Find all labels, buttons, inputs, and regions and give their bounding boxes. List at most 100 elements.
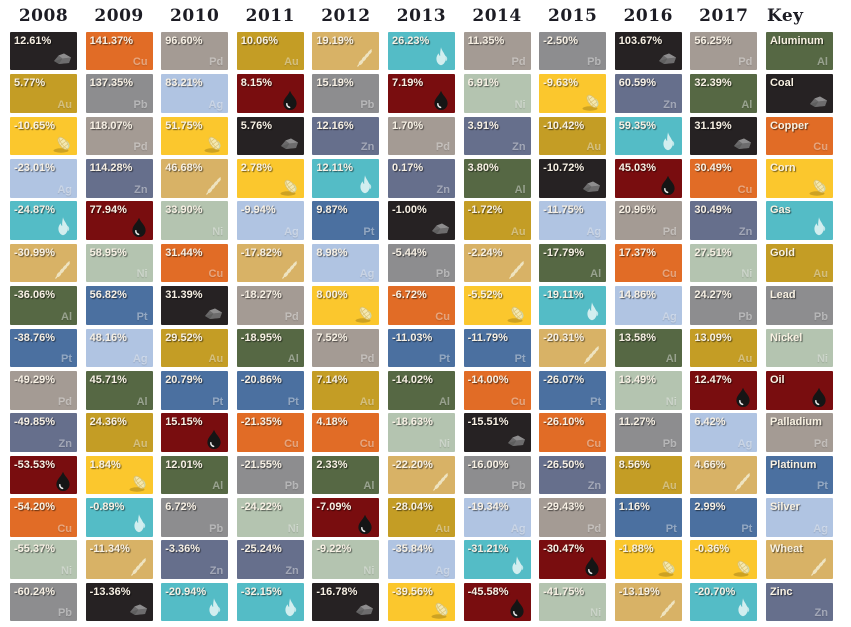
return-cell-2011-coal: 5.76% [236,116,304,156]
return-value: -29.43% [543,501,585,514]
oil-drop-icon [127,216,151,240]
return-value: 20.79% [165,373,203,386]
key-item-label: Coal [769,77,794,90]
commodity-symbol: Pb [587,56,602,69]
return-cell-2017-oil: 12.47% [690,370,758,410]
return-value: 59.35% [618,119,657,132]
return-value: -5.52% [467,289,503,302]
return-value: 8.98% [316,246,348,259]
return-value: -54.20% [14,501,55,514]
return-value: 30.49% [694,204,732,217]
key-item-palladium: Palladium Pd [765,413,833,452]
wheat-icon [51,258,75,282]
return-value: 29.52% [165,331,203,344]
return-cell-2008-platinum: -38.76% Pt [10,328,77,368]
return-cell-2012-platinum: 9.87% Pt [312,201,380,240]
commodity-symbol: Ni [61,565,72,578]
commodity-symbol: Pt [287,395,299,408]
commodity-symbol: Zn [738,225,753,238]
commodity-symbol: Pb [209,522,224,535]
commodity-symbol: Ag [813,522,828,535]
return-cell-2016-palladium: 20.96% Pd [614,201,682,240]
key-item-label: Palladium [769,416,822,429]
commodity-symbol: Cu [435,310,450,323]
return-cell-2011-aluminum: -18.95% Al [236,328,304,368]
return-cell-2009-silver: 48.16% Ag [85,328,153,368]
return-value: -0.36% [694,543,730,556]
return-cell-2015-platinum: -26.07% Pt [539,370,607,410]
return-cell-2009-corn: 1.84% [85,455,153,495]
return-value: 4.18% [316,416,348,429]
commodity-symbol: Pd [662,225,677,238]
return-cell-2010-gold: 29.52% Au [161,328,229,368]
return-value: 15.19% [316,77,354,90]
return-cell-2012-aluminum: 2.33% Al [312,455,380,495]
return-cell-2009-lead: 137.35% Pb [85,74,153,113]
return-cell-2010-lead: 6.72% Pb [161,498,229,537]
commodity-symbol: Al [665,353,677,366]
return-value: -9.63% [543,77,579,90]
commodity-symbol: Pb [284,480,299,493]
key-item-label: Wheat [769,543,803,556]
return-value: -2.50% [543,34,579,47]
commodity-symbol: Cu [284,437,299,450]
return-cell-2012-nickel: -9.22% Ni [312,540,380,580]
return-cell-2008-coal: 12.61% [10,31,77,71]
commodity-symbol: Pb [662,437,677,450]
commodity-symbol: Ag [359,268,375,281]
commodity-symbol: Zn [587,480,602,493]
return-cell-2008-corn: -10.65% [10,116,77,156]
return-cell-2017-corn: -0.36% [690,540,758,580]
commodity-symbol: Zn [58,437,72,450]
return-value: -10.65% [14,119,55,132]
return-value: 5.77% [14,77,46,90]
return-cell-2016-wheat: -13.19% [614,582,682,622]
key-item-coal: Coal [765,74,833,113]
commodity-symbol: Pb [813,310,828,323]
return-cell-2008-copper: -54.20% Cu [10,498,77,537]
return-value: 33.90% [165,204,203,217]
return-value: -28.04% [391,501,433,514]
wheat-icon [429,470,453,494]
return-value: -31.21% [467,543,509,556]
return-value: 8.56% [618,458,650,471]
commodity-symbol: Al [514,183,526,196]
commodity-symbol: Ni [438,437,450,450]
commodity-symbol: Au [813,268,828,281]
coal-icon [731,131,755,155]
return-value: 45.03% [618,161,657,174]
return-cell-2010-copper: 31.44% Cu [161,243,229,283]
return-cell-2015-gold: -10.42% Au [539,116,607,156]
corn-icon [353,301,377,325]
commodity-symbol: Al [287,353,299,366]
oil-drop-icon [807,386,831,410]
return-value: 48.16% [89,331,127,344]
return-value: 96.60% [165,34,203,47]
return-cell-2017-coal: 31.19% [690,116,758,156]
wheat-icon [127,555,151,579]
return-value: -17.79% [543,246,585,259]
return-value: -26.10% [543,416,585,429]
return-value: -11.75% [543,204,584,217]
return-value: 45.71% [89,373,127,386]
return-cell-2008-aluminum: -36.06% Al [10,286,77,325]
return-value: 114.28% [89,161,133,174]
coal-icon [656,46,680,70]
return-cell-2014-wheat: -2.24% [463,243,531,283]
return-value: -49.29% [14,373,55,386]
commodity-symbol: Ni [665,395,677,408]
return-value: -60.24% [14,585,55,598]
commodity-symbol: Pd [738,56,753,69]
return-cell-2017-gold: 13.09% Au [690,328,758,368]
return-cell-2017-platinum: 2.99% Pt [690,498,758,537]
return-value: 13.49% [618,373,657,386]
return-value: -20.70% [694,585,736,598]
commodity-symbol: Ag [435,565,450,578]
return-cell-2008-gas: -24.87% [10,201,77,240]
commodity-symbol: Pt [136,310,148,323]
return-value: 6.42% [694,416,726,429]
return-value: 30.49% [694,161,732,174]
flame-icon [656,131,680,155]
return-value: -5.44% [391,246,427,259]
wheat-icon [278,258,302,282]
